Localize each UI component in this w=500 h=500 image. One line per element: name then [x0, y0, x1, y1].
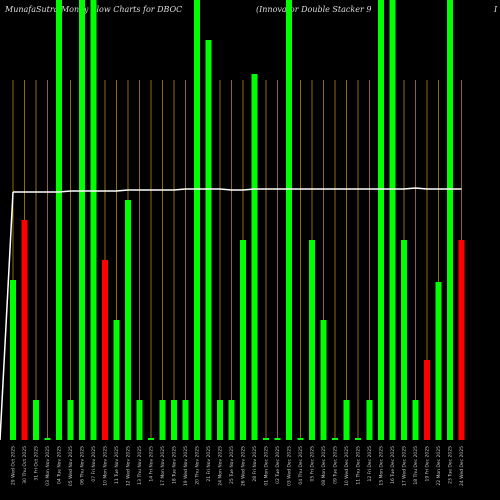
x-tick-label: 07 Fri Nov 2025	[91, 446, 97, 482]
bar	[447, 0, 453, 440]
x-tick-label: 19 Fri Dec 2025	[425, 446, 431, 482]
x-tick-label: 31 Fri Oct 2025	[34, 446, 40, 481]
bar	[217, 400, 223, 440]
x-tick-label: 21 Fri Nov 2025	[206, 446, 212, 482]
bar	[458, 240, 465, 440]
x-tick-label: 30 Thu Oct 2025	[22, 446, 28, 484]
bar	[44, 438, 51, 440]
x-tick-label: 24 Mon Nov 2025	[218, 446, 224, 486]
x-tick-label: 17 Mon Nov 2025	[160, 446, 166, 486]
bar	[125, 200, 131, 440]
bar	[320, 320, 327, 440]
bar	[424, 360, 430, 440]
bar	[33, 400, 39, 440]
line-lead-in	[0, 191, 14, 441]
bar	[251, 74, 258, 440]
chart-subtitle: (Innovator Double Stacker 9	[256, 5, 371, 14]
bar	[240, 240, 246, 440]
bar	[90, 0, 97, 440]
x-tick-label: 19 Wed Nov 2025	[183, 446, 189, 486]
x-tick-label: 09 Tue Dec 2025	[333, 446, 339, 484]
x-tick-label: 17 Wed Dec 2025	[402, 446, 408, 486]
bar	[136, 400, 143, 440]
x-tick-label: 01 Mon Dec 2025	[264, 446, 270, 486]
bar	[389, 0, 396, 440]
bar	[10, 280, 16, 440]
bar	[159, 400, 166, 440]
bar	[182, 400, 189, 440]
x-tick-label: 14 Fri Nov 2025	[149, 446, 155, 482]
x-tick-label: 12 Wed Nov 2025	[126, 446, 132, 486]
x-tick-label: 20 Thu Nov 2025	[195, 446, 201, 485]
x-tick-label: 15 Mon Dec 2025	[379, 446, 385, 486]
bar	[102, 260, 108, 440]
x-tick-label: 06 Thu Nov 2025	[80, 446, 86, 485]
x-tick-label: 23 Tue Dec 2025	[448, 446, 454, 484]
bar	[79, 0, 85, 440]
x-tick-label: 18 Thu Dec 2025	[413, 446, 419, 485]
chart-subtitle-tail: I	[493, 5, 498, 14]
x-tick-label: 10 Wed Dec 2025	[344, 446, 350, 486]
x-tick-label: 18 Tue Nov 2025	[172, 446, 178, 484]
bar	[205, 40, 212, 440]
x-tick-label: 04 Thu Dec 2025	[298, 446, 304, 485]
bar	[343, 400, 350, 440]
x-tick-label: 22 Mon Dec 2025	[436, 446, 442, 486]
x-tick-label: 02 Tue Dec 2025	[275, 446, 281, 484]
x-tick-label: 29 Wed Oct 2025	[11, 446, 17, 485]
x-tick-label: 13 Thu Nov 2025	[137, 446, 143, 485]
bar	[194, 0, 200, 440]
bar	[332, 438, 338, 440]
bar	[366, 400, 373, 440]
x-tick-label: 11 Thu Dec 2025	[356, 446, 362, 485]
bar	[435, 282, 442, 440]
x-tick-label: 26 Wed Nov 2025	[241, 446, 247, 486]
bar	[309, 240, 315, 440]
x-tick-label: 12 Fri Dec 2025	[367, 446, 373, 482]
x-tick-label: 28 Fri Nov 2025	[252, 446, 258, 482]
bar	[56, 0, 62, 440]
bar	[297, 438, 304, 440]
bar	[263, 438, 269, 440]
bar	[228, 400, 235, 440]
x-tick-label: 03 Wed Dec 2025	[287, 446, 293, 486]
bar	[67, 400, 74, 440]
x-tick-label: 04 Tue Nov 2025	[57, 446, 63, 484]
x-tick-label: 05 Wed Nov 2025	[68, 446, 74, 486]
x-tick-label: 05 Fri Dec 2025	[310, 446, 316, 482]
bar	[274, 438, 281, 440]
bar	[355, 438, 361, 440]
bar	[21, 220, 28, 440]
bar	[401, 240, 407, 440]
x-tick-label: 25 Tue Nov 2025	[229, 446, 235, 484]
bar	[113, 320, 120, 440]
bar	[286, 0, 292, 440]
bar	[378, 0, 384, 440]
x-tick-label: 03 Mon Nov 2025	[45, 446, 51, 486]
x-tick-label: 16 Tue Dec 2025	[390, 446, 396, 484]
bar	[148, 438, 154, 440]
bar	[412, 400, 419, 440]
money-flow-line	[13, 187, 462, 193]
x-tick-label: 11 Tue Nov 2025	[114, 446, 120, 484]
x-tick-label: 08 Mon Dec 2025	[321, 446, 327, 486]
x-tick-label: 24 Wed Dec 2025	[459, 446, 465, 486]
bar	[171, 400, 177, 440]
x-tick-label: 10 Mon Nov 2025	[103, 446, 109, 486]
